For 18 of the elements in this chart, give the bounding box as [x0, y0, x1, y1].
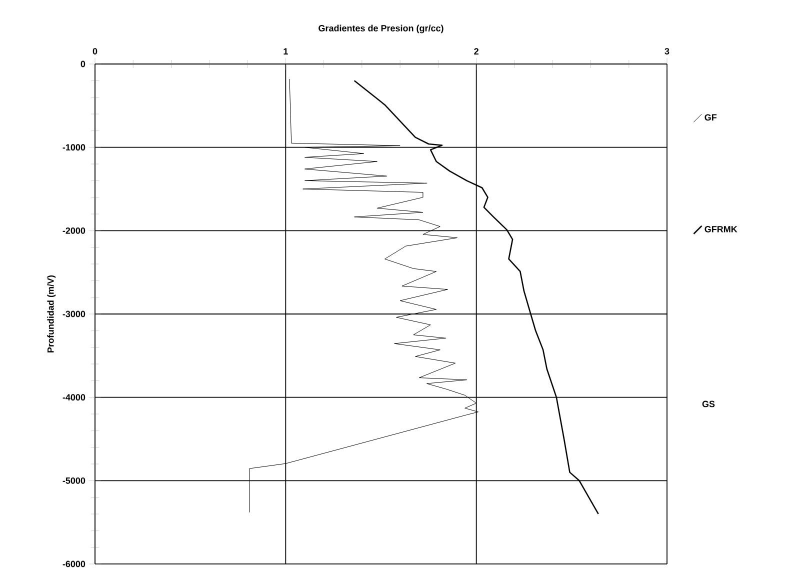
x-tick-label: 3	[664, 48, 670, 54]
y-axis-title: Profundidad (m/V)	[47, 275, 56, 352]
x-axis-title: Gradientes de Presion (gr/cc)	[318, 24, 444, 34]
line-series	[354, 80, 600, 515]
text: GS	[702, 400, 715, 408]
y-tick-label: -6000	[62, 560, 86, 568]
x-tick-label: 1	[284, 48, 288, 54]
y-tick-label: -2000	[62, 227, 86, 234]
x-tick-label: 2	[474, 48, 478, 54]
y-tick-label: -4000	[62, 394, 86, 401]
legend-label: GFRMK	[704, 226, 738, 232]
x-tick-label: 0	[92, 48, 98, 54]
y-tick-label: 0	[80, 60, 86, 68]
y-tick-label: -1000	[62, 144, 86, 151]
legend-label: GF	[704, 114, 717, 121]
line-series	[249, 78, 478, 513]
y-tick-label: -3000	[62, 310, 86, 318]
y-tick-label: -5000	[62, 477, 86, 484]
